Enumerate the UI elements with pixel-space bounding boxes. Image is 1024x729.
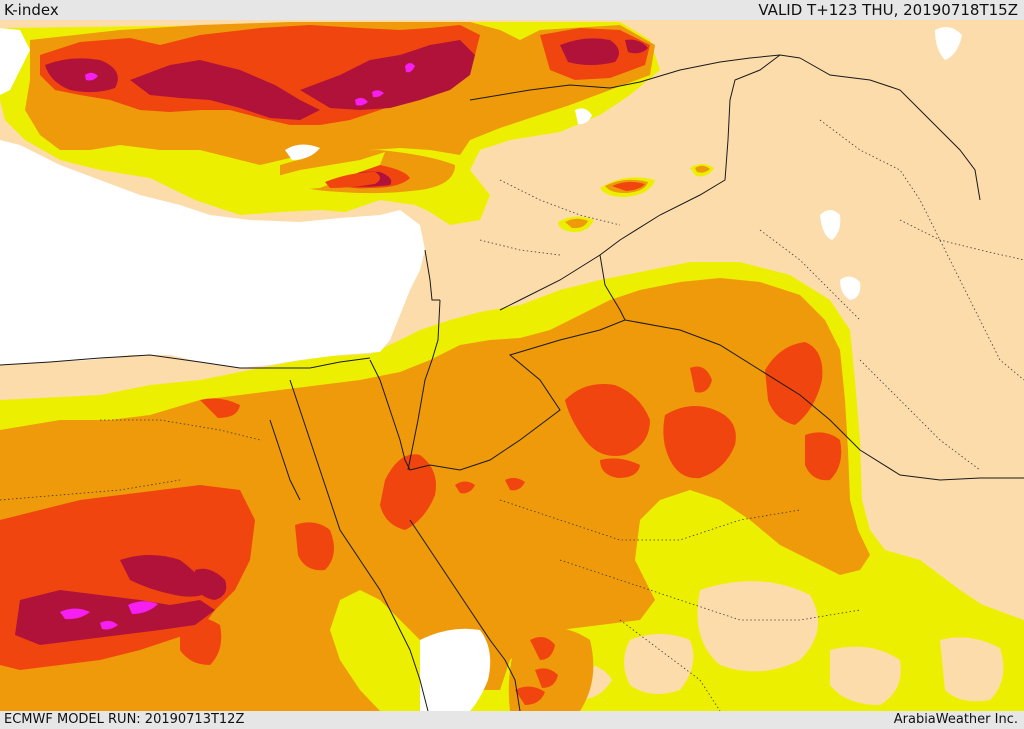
valid-time: VALID T+123 THU, 20190718T15Z: [758, 1, 1018, 19]
country-borders: [0, 54, 1024, 711]
credit: ArabiaWeather Inc.: [893, 712, 1018, 727]
k-index-magenta-band: [60, 63, 415, 630]
sea-areas: [0, 28, 491, 711]
map-panel: [0, 20, 1024, 711]
model-run: ECMWF MODEL RUN: 20190713T12Z: [4, 712, 245, 727]
cyprus-hotspot: [325, 172, 380, 188]
k-index-map: [0, 20, 1024, 711]
header-bar: K-index VALID T+123 THU, 20190718T15Z: [0, 0, 1024, 20]
cyprus: [270, 152, 385, 190]
product-title: K-index: [4, 1, 59, 19]
lakes: [575, 26, 962, 300]
footer-bar: ECMWF MODEL RUN: 20190713T12Z ArabiaWeat…: [0, 711, 1024, 729]
province-borders: [0, 119, 1024, 711]
